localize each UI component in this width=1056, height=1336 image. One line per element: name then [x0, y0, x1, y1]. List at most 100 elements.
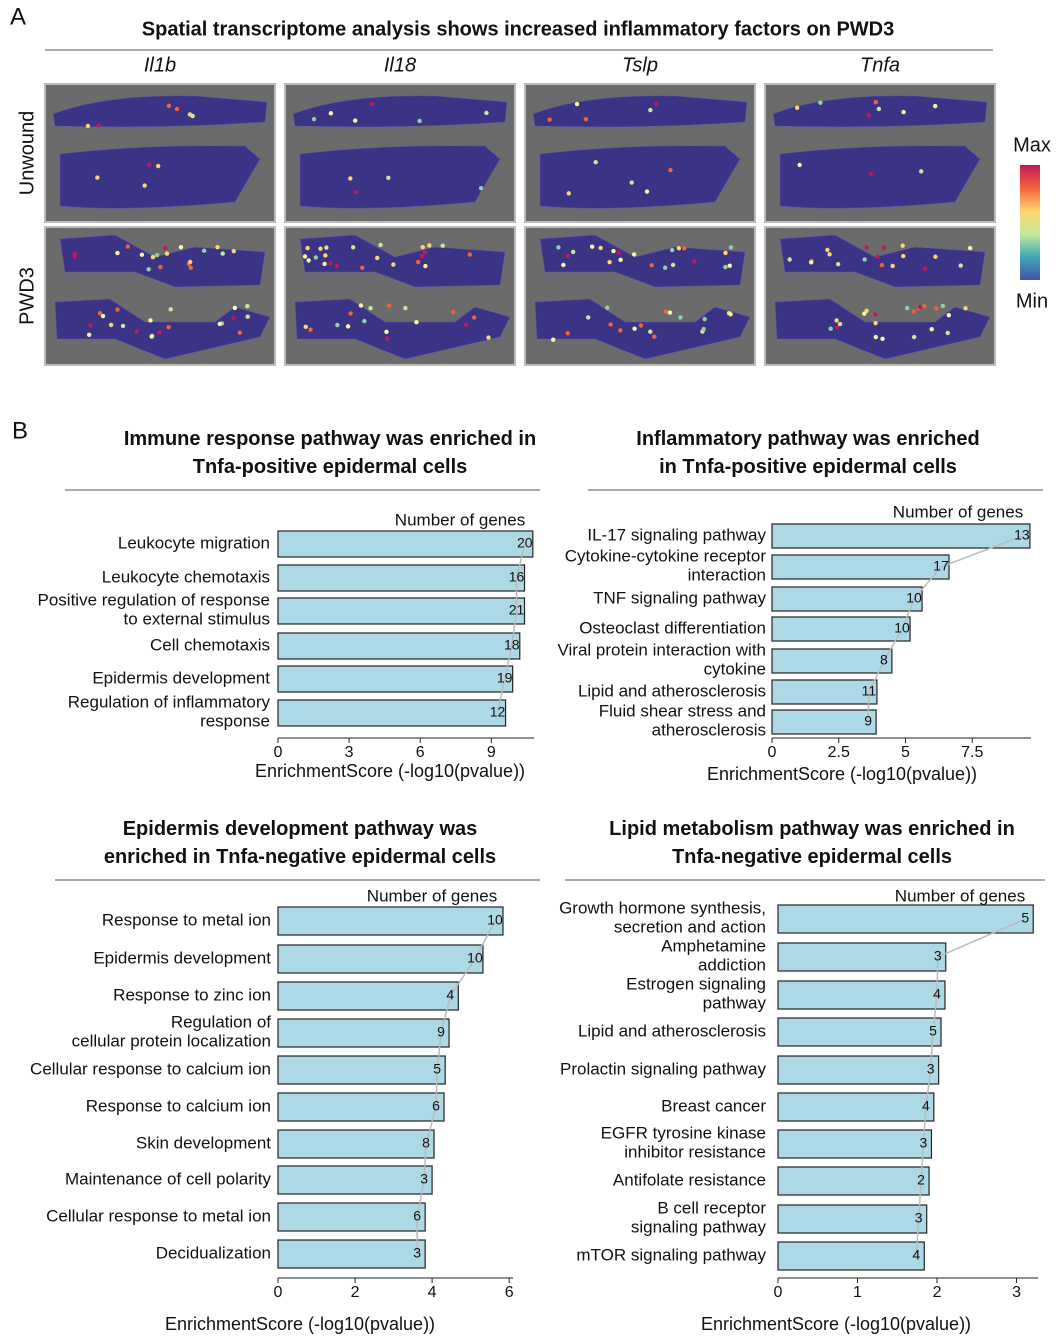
spot [882, 245, 886, 249]
spot [370, 102, 374, 106]
count-value: 10 [894, 620, 910, 636]
spot [946, 331, 950, 335]
spot [795, 106, 799, 110]
count-value: 8 [880, 652, 888, 668]
chart-title: Epidermis development pathway wasenriche… [104, 818, 496, 868]
spot [645, 189, 649, 193]
spot [618, 328, 622, 332]
spot [95, 175, 99, 179]
spot [869, 172, 873, 176]
spot [682, 246, 686, 250]
spot [929, 327, 933, 331]
bar [278, 1093, 444, 1121]
bar [772, 710, 876, 734]
count-value: 4 [933, 986, 941, 1002]
x-tick-label: 5 [901, 744, 910, 761]
tissue [540, 146, 740, 209]
bar [778, 1130, 931, 1158]
category-label: Amphetamineaddiction [661, 937, 766, 975]
count-value: 11 [862, 683, 877, 699]
spot [335, 323, 339, 327]
spot [142, 183, 146, 187]
spot [109, 323, 113, 327]
spot [146, 267, 150, 271]
x-tick-label: 7.5 [961, 744, 983, 761]
spot [387, 303, 391, 307]
category-label: Response to zinc ion [113, 985, 271, 1004]
bar [278, 1019, 449, 1047]
tissue [780, 146, 980, 209]
x-tick-label: 9 [487, 744, 496, 761]
spot [368, 306, 372, 310]
x-axis-label: EnrichmentScore (-log10(pvalue)) [165, 1314, 435, 1334]
spot [567, 191, 571, 195]
x-axis-label: EnrichmentScore (-log10(pvalue)) [701, 1314, 971, 1334]
spot [880, 337, 884, 341]
spot [670, 248, 674, 252]
tissue [300, 146, 500, 209]
spot [420, 254, 424, 258]
spot [668, 168, 672, 172]
spot [441, 244, 445, 248]
spot [729, 245, 733, 249]
spot [304, 325, 308, 329]
spot [423, 250, 427, 254]
spot [246, 314, 250, 318]
spot [664, 310, 668, 314]
bar [772, 649, 892, 673]
spot [169, 307, 173, 311]
spot [167, 104, 171, 108]
bar [772, 524, 1030, 548]
spot [232, 249, 236, 253]
bar [278, 565, 525, 591]
x-tick-label: 4 [428, 1284, 437, 1301]
spot [584, 117, 588, 121]
spot [648, 108, 652, 112]
spot [329, 111, 333, 115]
spot [890, 264, 894, 268]
spot [375, 256, 379, 260]
spot [351, 245, 355, 249]
spot [593, 160, 597, 164]
spot [877, 107, 881, 111]
spot [652, 335, 656, 339]
bar [278, 1130, 434, 1158]
spot [556, 245, 560, 249]
spot [590, 244, 594, 248]
category-label: Skin development [136, 1133, 271, 1152]
chart-title: Immune response pathway was enriched inT… [124, 428, 536, 478]
count-value: 2 [917, 1172, 925, 1188]
spot [728, 312, 732, 316]
spot [575, 102, 579, 106]
count-value: 3 [927, 1061, 935, 1077]
spot [126, 244, 130, 248]
spot [901, 110, 905, 114]
spot [468, 252, 472, 256]
count-value: 5 [433, 1061, 441, 1077]
spot [305, 246, 309, 250]
spot [571, 250, 575, 254]
count-value: 12 [490, 704, 506, 720]
spot [911, 309, 915, 313]
spot [864, 245, 868, 249]
spot [551, 337, 555, 341]
spot [677, 246, 681, 250]
spot [933, 255, 937, 259]
condition-label: Unwound [16, 111, 38, 196]
spot [322, 262, 326, 266]
spot [919, 169, 923, 173]
count-value: 10 [467, 950, 483, 966]
category-label: B cell receptorsignaling pathway [631, 1199, 767, 1237]
bar [278, 700, 506, 726]
bar [278, 1240, 425, 1268]
spot [827, 252, 831, 256]
spot [723, 251, 727, 255]
bar [278, 907, 503, 935]
category-label: Response to metal ion [102, 910, 271, 929]
spot [547, 117, 551, 121]
spot [874, 335, 878, 339]
spot [87, 333, 91, 337]
category-label: Cellular response to calcium ion [30, 1059, 271, 1078]
spot [880, 263, 884, 267]
